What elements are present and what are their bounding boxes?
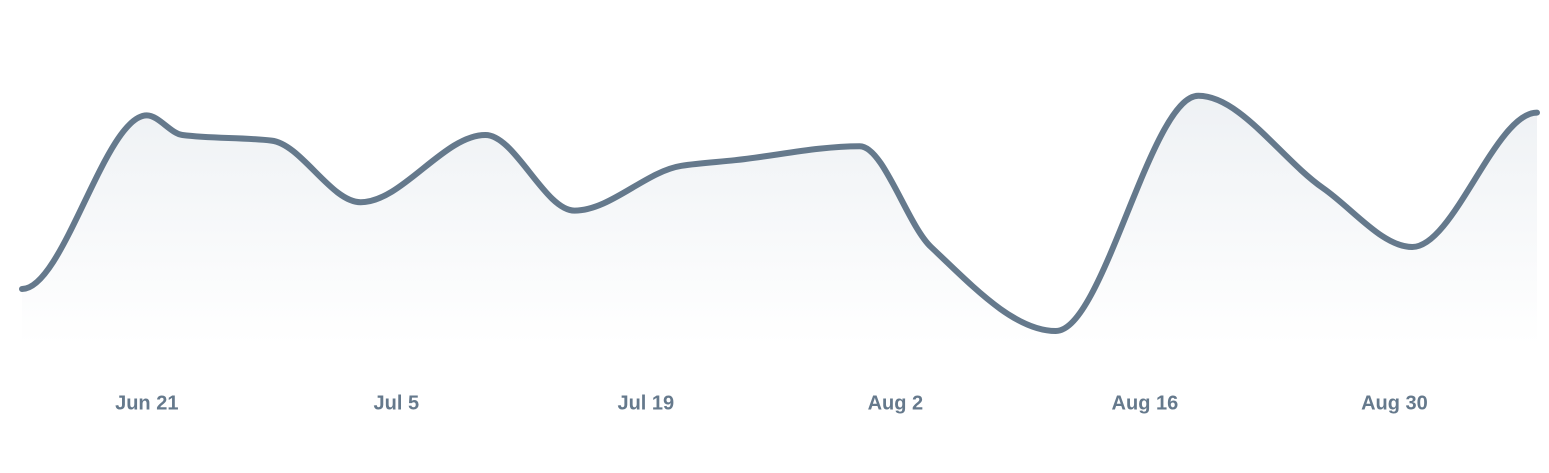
x-tick-label: Jul 5	[374, 392, 420, 414]
data-point	[19, 286, 25, 292]
data-point	[358, 199, 364, 205]
x-tick-label: Aug 16	[1112, 392, 1179, 414]
x-axis-tick-labels: Jun 21 Jul 5 Jul 19 Aug 2 Aug 16 Aug 30	[115, 392, 1428, 414]
x-tick-label: Jul 19	[617, 392, 674, 414]
data-point	[179, 132, 185, 138]
data-point	[1409, 244, 1415, 250]
data-point	[1053, 328, 1059, 334]
data-point	[1320, 185, 1326, 191]
x-tick-label: Jun 21	[115, 392, 178, 414]
data-point	[928, 244, 934, 250]
x-tick-label: Aug 2	[868, 392, 924, 414]
data-point	[144, 112, 150, 118]
data-point	[269, 138, 275, 144]
data-point	[732, 157, 738, 163]
data-point	[482, 132, 488, 138]
series-area-fill	[22, 95, 1537, 345]
data-point	[678, 163, 684, 169]
data-point	[857, 143, 863, 149]
data-point	[1534, 110, 1540, 116]
x-tick-label: Aug 30	[1361, 392, 1428, 414]
data-point	[1195, 93, 1201, 99]
series-line	[19, 92, 1540, 334]
data-point	[572, 208, 578, 214]
